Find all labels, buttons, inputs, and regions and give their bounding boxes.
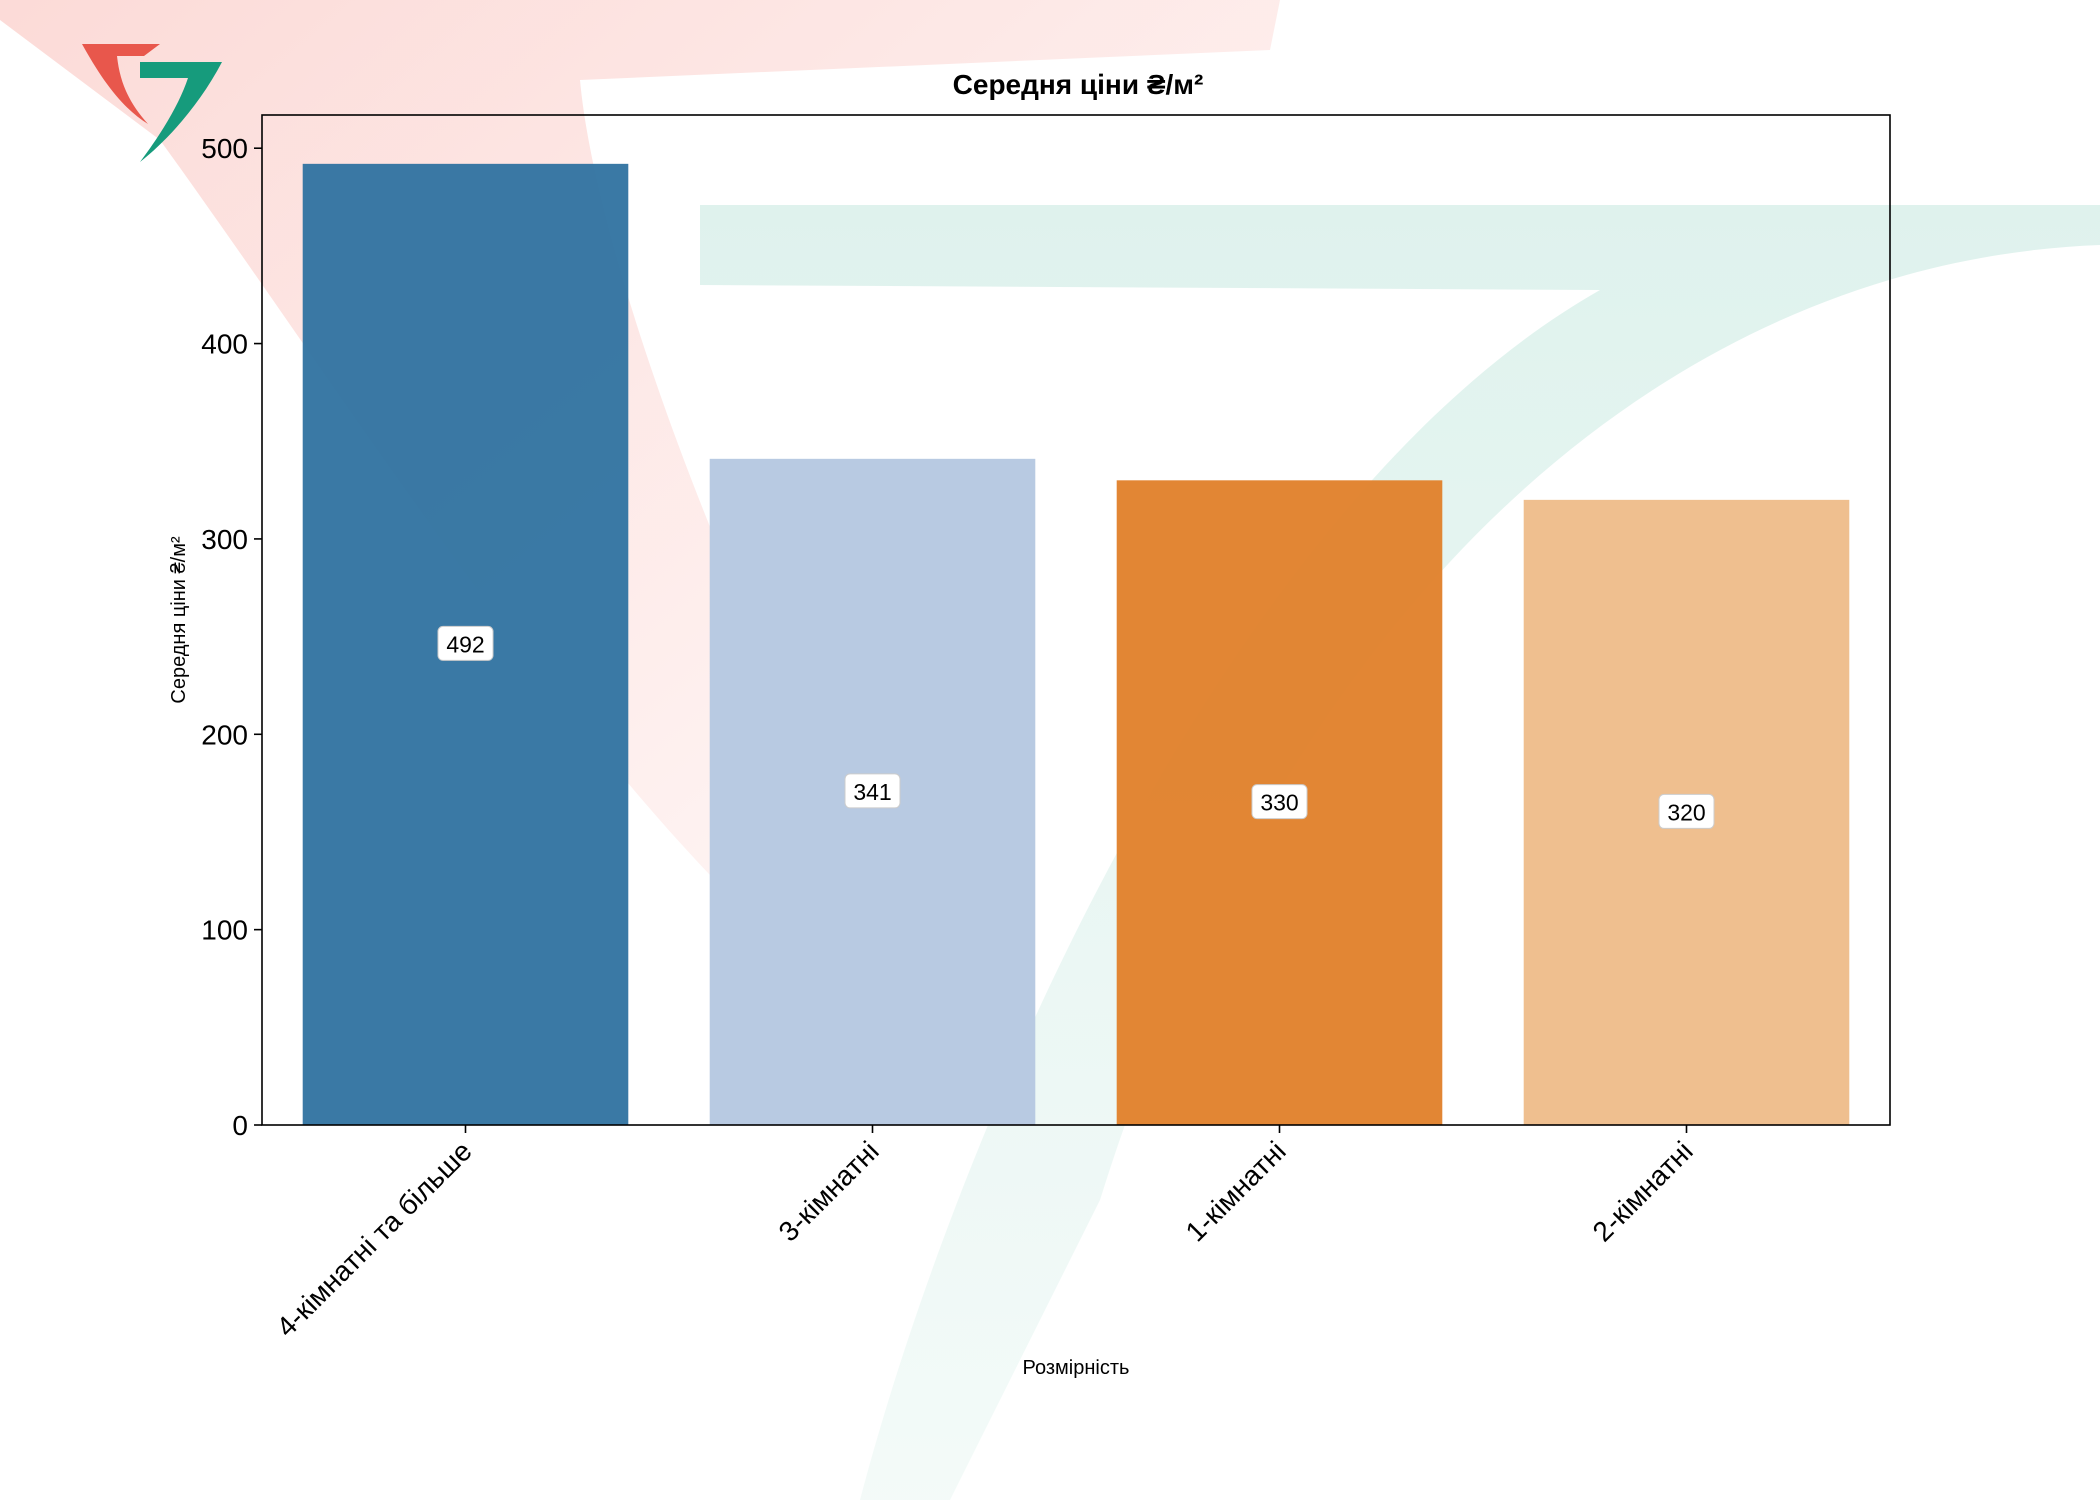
y-tick-label-3: 200 (201, 719, 248, 750)
value-label-box-1 (437, 625, 494, 661)
logo-red-shape (82, 44, 160, 124)
y-axis-label: Середня ціни ₴/м² (168, 536, 190, 704)
x-tick-label-1: 4-кімнатні та більше (270, 1135, 477, 1342)
logo-green-shape (140, 62, 222, 162)
y-tick-label-4: 300 (201, 524, 248, 555)
x-axis-label: Розмірність (1023, 1357, 1130, 1379)
y-tick-label-6: 500 (201, 133, 248, 164)
y-tick-label-2: 100 (201, 915, 248, 946)
y-tick-label-1: 0 (232, 1110, 248, 1141)
x-tick-label-3: 1-кімнатні (1180, 1135, 1292, 1247)
x-tick-label-4: 2-кімнатні (1587, 1135, 1699, 1247)
plot-area: 492 341 330 320 (302, 163, 1850, 1125)
chart-title: Середня ціни ₴/м² (953, 69, 1204, 100)
value-label-box-4 (1658, 793, 1715, 829)
y-tick-label-5: 400 (201, 329, 248, 360)
logo (82, 44, 222, 162)
axes-frame (261, 114, 1891, 1126)
value-label-2: 341 (853, 779, 891, 805)
value-label-box-3 (1251, 784, 1308, 820)
value-label-3: 330 (1260, 790, 1298, 816)
value-label-box-2 (844, 773, 901, 809)
y-axis: 0 100 200 300 400 500 (201, 133, 262, 1141)
value-label-4: 320 (1667, 799, 1705, 825)
value-label-1: 492 (446, 631, 484, 657)
x-tick-label-2: 3-кімнатні (773, 1135, 885, 1247)
